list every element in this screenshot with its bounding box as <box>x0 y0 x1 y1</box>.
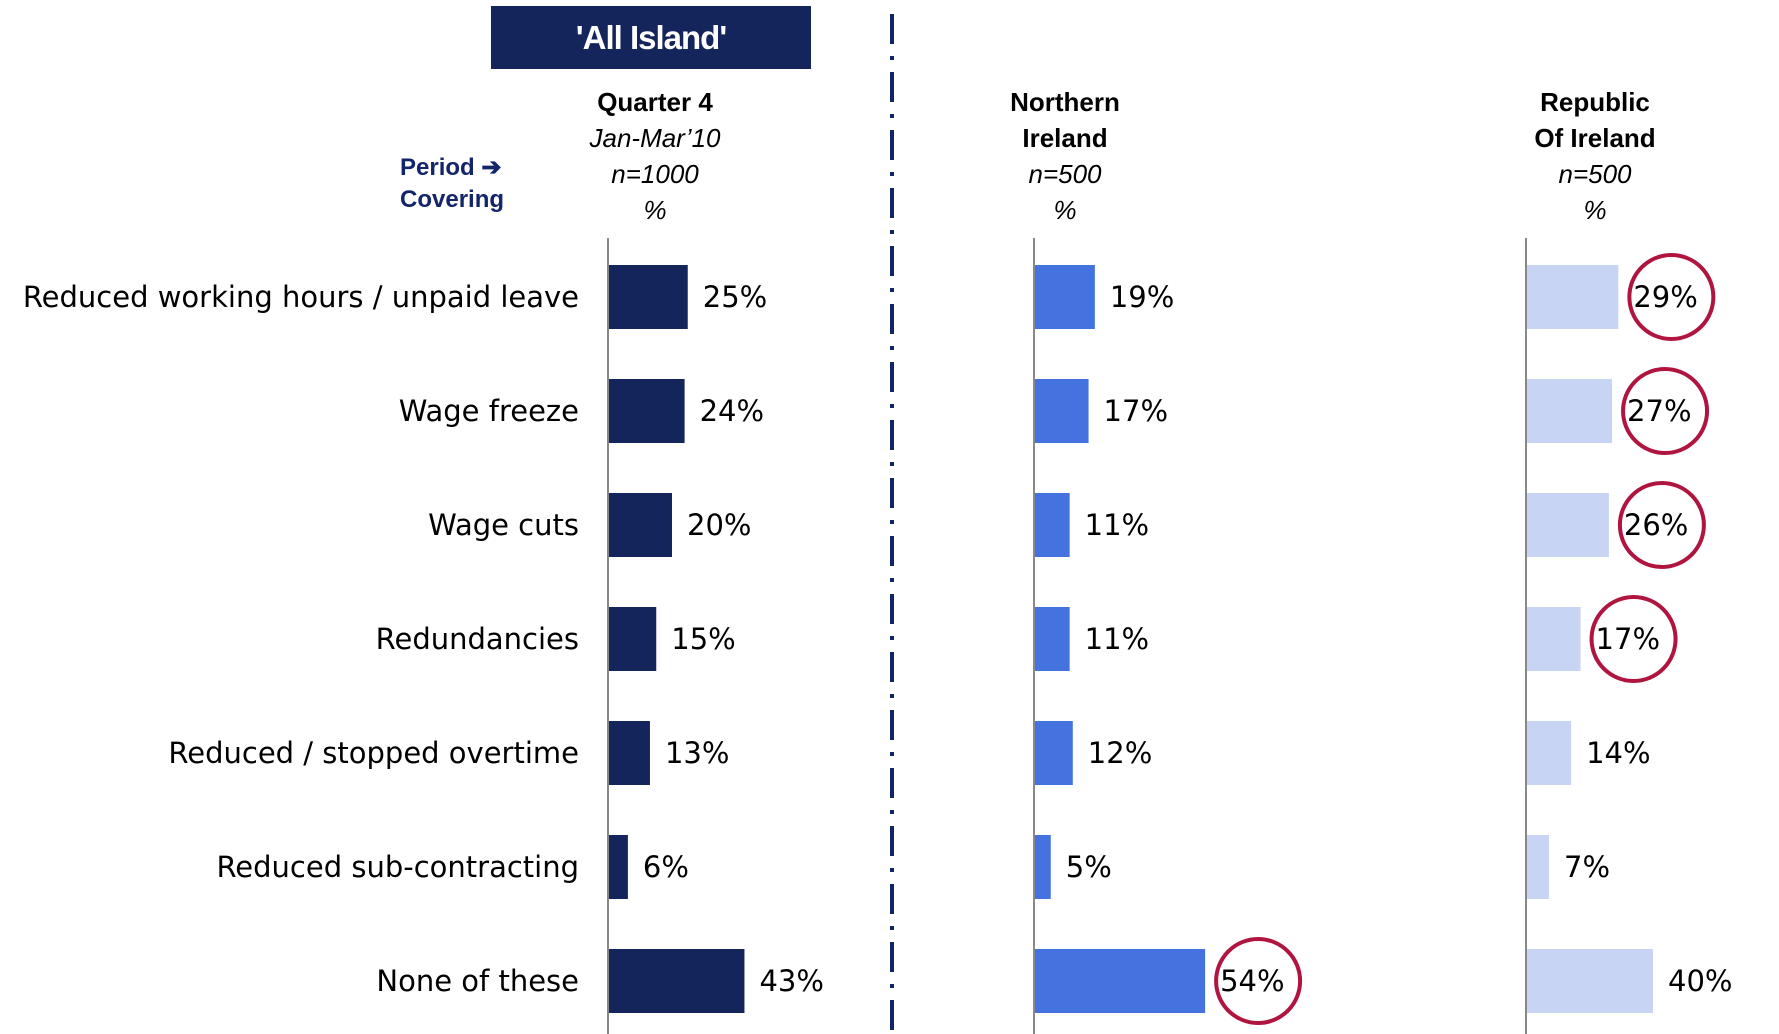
bar-northern-ireland <box>1035 265 1095 329</box>
value-label: 13% <box>665 736 729 770</box>
bar-northern-ireland <box>1035 493 1070 557</box>
category-label: None of these <box>376 964 579 998</box>
bar-northern-ireland <box>1035 721 1073 785</box>
bar-all-island <box>609 721 650 785</box>
bar-northern-ireland <box>1035 835 1051 899</box>
bar-republic-of-ireland <box>1527 379 1613 443</box>
bar-all-island <box>609 835 628 899</box>
bar-all-island <box>609 265 688 329</box>
period-label-line1: Period ➔ <box>400 154 502 181</box>
bar-all-island <box>609 493 672 557</box>
header-title: Quarter 4 <box>597 87 713 117</box>
value-label: 7% <box>1564 850 1610 884</box>
header-unit: % <box>1583 195 1607 225</box>
header-sample-size: n=500 <box>1028 159 1102 189</box>
value-label: 5% <box>1066 850 1112 884</box>
header-unit: % <box>1053 195 1077 225</box>
highlight-circle <box>1627 253 1716 341</box>
header-title-line1: Republic <box>1540 87 1650 117</box>
category-label: Wage cuts <box>428 508 579 542</box>
bar-republic-of-ireland <box>1527 835 1550 899</box>
category-label: Reduced / stopped overtime <box>168 736 579 770</box>
value-label: 26% <box>1624 508 1688 542</box>
value-label: 12% <box>1088 736 1152 770</box>
header-all-island: Quarter 4 Jan-Mar’10 n=1000 % <box>540 84 770 228</box>
header-title-line1: Northern <box>1010 87 1120 117</box>
category-label: Reduced working hours / unpaid leave <box>22 280 579 314</box>
bar-northern-ireland <box>1035 949 1206 1013</box>
bar-all-island <box>609 607 657 671</box>
highlight-circle <box>1621 367 1710 455</box>
value-label: 11% <box>1085 508 1149 542</box>
bar-republic-of-ireland <box>1527 949 1653 1013</box>
value-label: 14% <box>1586 736 1650 770</box>
period-covering-label: Period ➔ Covering <box>400 152 550 216</box>
value-label: 11% <box>1085 622 1149 656</box>
value-label: 17% <box>1104 394 1168 428</box>
bar-republic-of-ireland <box>1527 265 1619 329</box>
value-label: 19% <box>1110 280 1174 314</box>
header-title-line2: Ireland <box>1022 123 1108 153</box>
category-label: Redundancies <box>375 622 579 656</box>
highlight-circle <box>1589 595 1678 683</box>
value-label: 54% <box>1220 964 1284 998</box>
header-title-line2: Of Ireland <box>1534 123 1656 153</box>
value-label: 24% <box>700 394 764 428</box>
bar-northern-ireland <box>1035 379 1089 443</box>
category-label: Wage freeze <box>398 394 579 428</box>
bar-republic-of-ireland <box>1527 721 1572 785</box>
value-label: 29% <box>1633 280 1697 314</box>
value-label: 25% <box>703 280 767 314</box>
category-label: Reduced sub-contracting <box>216 850 579 884</box>
header-northern-ireland: Northern Ireland n=500 % <box>950 84 1180 228</box>
value-label: 20% <box>687 508 751 542</box>
bar-republic-of-ireland <box>1527 493 1609 557</box>
value-label: 6% <box>643 850 689 884</box>
bar-all-island <box>609 949 745 1013</box>
value-label: 27% <box>1627 394 1691 428</box>
bar-all-island <box>609 379 685 443</box>
header-republic-of-ireland: Republic Of Ireland n=500 % <box>1480 84 1710 228</box>
bar-northern-ireland <box>1035 607 1070 671</box>
header-sample-size: n=500 <box>1558 159 1632 189</box>
highlight-circle <box>1617 481 1706 569</box>
header-unit: % <box>643 195 667 225</box>
value-label: 17% <box>1596 622 1660 656</box>
period-label-line2: Covering <box>400 186 505 213</box>
banner-all-island: 'All Island' <box>491 6 811 69</box>
value-label: 40% <box>1668 964 1732 998</box>
value-label: 15% <box>671 622 735 656</box>
bar-republic-of-ireland <box>1527 607 1581 671</box>
header-period: Jan-Mar’10 <box>589 123 721 153</box>
header-sample-size: n=1000 <box>611 159 699 189</box>
highlight-circle <box>1214 937 1303 1025</box>
value-label: 43% <box>759 964 823 998</box>
